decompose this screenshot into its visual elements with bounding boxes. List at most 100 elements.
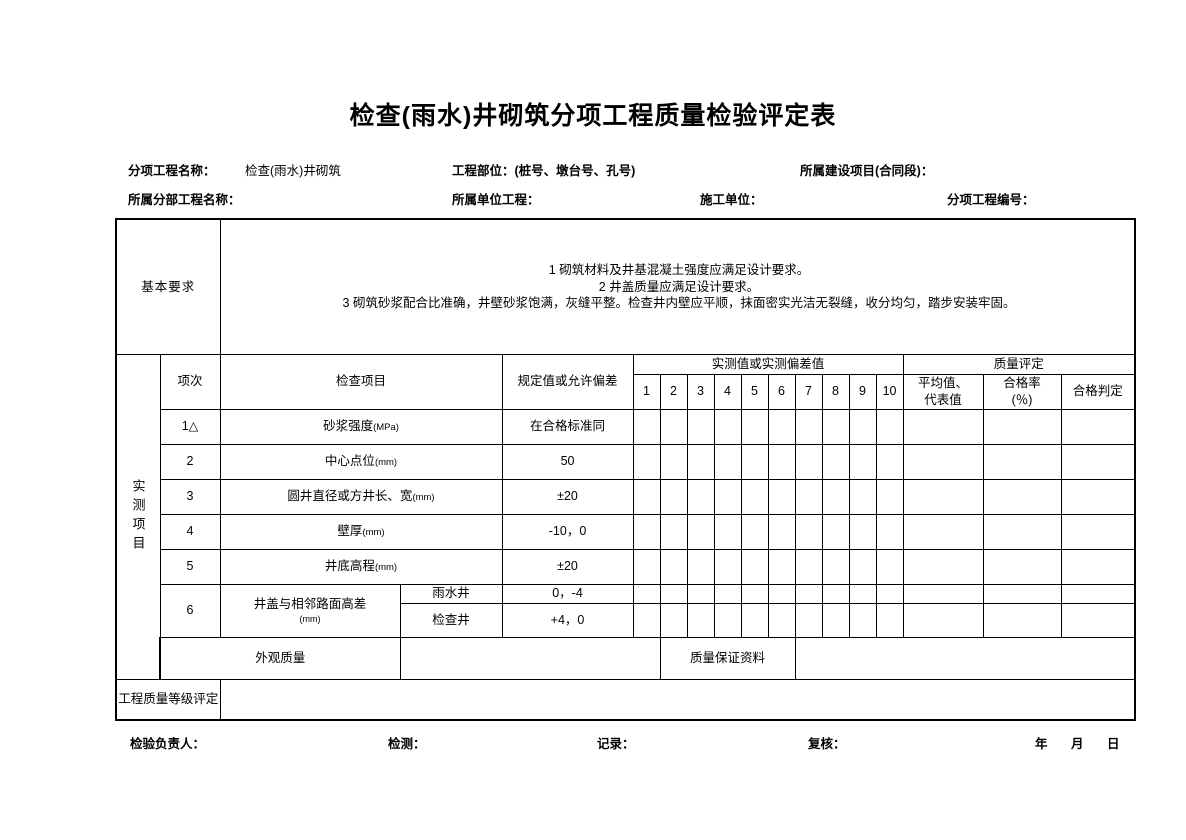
row-2-pass-rate[interactable] — [982, 443, 1062, 480]
quality-assurance-value[interactable] — [794, 637, 1137, 680]
row-6a-measure-7[interactable] — [794, 583, 823, 604]
row-6b-measure-1[interactable] — [632, 603, 661, 638]
row-5-measure-2[interactable] — [659, 548, 688, 585]
row-1-measure-6[interactable] — [767, 408, 796, 445]
row-5-measure-9[interactable] — [848, 548, 877, 585]
row-3-measure-9[interactable] — [848, 478, 877, 515]
row-5-pass-judgement[interactable] — [1060, 548, 1137, 585]
row-5-measure-3[interactable] — [686, 548, 715, 585]
row-6a-measure-10[interactable] — [875, 583, 904, 604]
row-4-measure-8[interactable] — [821, 513, 850, 550]
row-5-measure-4[interactable] — [713, 548, 742, 585]
row-3-measure-5[interactable] — [740, 478, 769, 515]
row-5-measure-1[interactable] — [632, 548, 661, 585]
row-6b-measure-9[interactable] — [848, 603, 877, 638]
row-2-average-value[interactable] — [902, 443, 984, 480]
row-1-pass-judgement[interactable] — [1060, 408, 1137, 445]
row-3-pass-judgement[interactable] — [1060, 478, 1137, 515]
row-4-pass-judgement[interactable] — [1060, 513, 1137, 550]
row-2-measure-6[interactable] — [767, 443, 796, 480]
row-1-measure-9[interactable] — [848, 408, 877, 445]
footer-tester-label[interactable]: 检测： — [388, 737, 426, 751]
row-4-measure-5[interactable] — [740, 513, 769, 550]
row-6b-pass-judgement[interactable] — [1060, 603, 1137, 638]
row-5-pass-rate[interactable] — [982, 548, 1062, 585]
appearance-quality-value[interactable] — [399, 637, 661, 680]
row-1-measure-5[interactable] — [740, 408, 769, 445]
row-5-measure-10[interactable] — [875, 548, 904, 585]
row-4-pass-rate[interactable] — [982, 513, 1062, 550]
row-6b-measure-10[interactable] — [875, 603, 904, 638]
footer-inspector-label[interactable]: 检验负责人： — [130, 737, 206, 751]
row-6b-measure-8[interactable] — [821, 603, 850, 638]
row-6a-measure-1[interactable] — [632, 583, 661, 604]
row-6a-measure-4[interactable] — [713, 583, 742, 604]
row-6a-average-value[interactable] — [902, 583, 984, 604]
row-3-measure-8[interactable] — [821, 478, 850, 515]
row-6a-pass-rate[interactable] — [982, 583, 1062, 604]
row-3-pass-rate[interactable] — [982, 478, 1062, 515]
row-2-measure-5[interactable] — [740, 443, 769, 480]
row-3-measure-10[interactable] — [875, 478, 904, 515]
row-1-measure-3[interactable] — [686, 408, 715, 445]
row-1-measure-1[interactable] — [632, 408, 661, 445]
row-4-measure-2[interactable] — [659, 513, 688, 550]
row-2-measure-8[interactable] — [821, 443, 850, 480]
row-3-measure-6[interactable] — [767, 478, 796, 515]
row-5-measure-7[interactable] — [794, 548, 823, 585]
row-5-measure-6[interactable] — [767, 548, 796, 585]
row-1-measure-7[interactable] — [794, 408, 823, 445]
row-3-measure-4[interactable] — [713, 478, 742, 515]
row-4-measure-3[interactable] — [686, 513, 715, 550]
row-6b-measure-5[interactable] — [740, 603, 769, 638]
row-6a-pass-judgement[interactable] — [1060, 583, 1137, 604]
row-3-measure-3[interactable] — [686, 478, 715, 515]
row-6b-measure-7[interactable] — [794, 603, 823, 638]
row-3-average-value[interactable] — [902, 478, 984, 515]
row-4-measure-7[interactable] — [794, 513, 823, 550]
row-5-measure-8[interactable] — [821, 548, 850, 585]
row-4-measure-1[interactable] — [632, 513, 661, 550]
row-1-measure-2[interactable] — [659, 408, 688, 445]
row-2-measure-7[interactable] — [794, 443, 823, 480]
row-6a-measure-3[interactable] — [686, 583, 715, 604]
grade-value[interactable] — [219, 679, 1137, 721]
value-subitem-project-name[interactable]: 检查(雨水)井砌筑 — [245, 164, 341, 178]
row-6a-measure-8[interactable] — [821, 583, 850, 604]
row-6a-measure-2[interactable] — [659, 583, 688, 604]
row-3-measure-1[interactable] — [632, 478, 661, 515]
row-6a-measure-6[interactable] — [767, 583, 796, 604]
row-3-measure-2[interactable] — [659, 478, 688, 515]
row-1-measure-4[interactable] — [713, 408, 742, 445]
footer-recorder-label[interactable]: 记录： — [597, 737, 635, 751]
row-6b-measure-3[interactable] — [686, 603, 715, 638]
footer-date[interactable]: 年 月 日 — [1035, 737, 1130, 751]
row-2-pass-judgement[interactable] — [1060, 443, 1137, 480]
footer-reviewer-label[interactable]: 复核： — [808, 737, 846, 751]
row-1-measure-8[interactable] — [821, 408, 850, 445]
row-6b-measure-4[interactable] — [713, 603, 742, 638]
row-6b-measure-2[interactable] — [659, 603, 688, 638]
row-6a-measure-9[interactable] — [848, 583, 877, 604]
row-4-average-value[interactable] — [902, 513, 984, 550]
row-1-measure-10[interactable] — [875, 408, 904, 445]
row-2-measure-10[interactable] — [875, 443, 904, 480]
row-2-measure-3[interactable] — [686, 443, 715, 480]
row-4-measure-4[interactable] — [713, 513, 742, 550]
row-2-measure-1[interactable] — [632, 443, 661, 480]
row-1-pass-rate[interactable] — [982, 408, 1062, 445]
row-6b-pass-rate[interactable] — [982, 603, 1062, 638]
row-6b-measure-6[interactable] — [767, 603, 796, 638]
row-1-average-value[interactable] — [902, 408, 984, 445]
row-4-measure-10[interactable] — [875, 513, 904, 550]
row-4-measure-6[interactable] — [767, 513, 796, 550]
row-3-measure-7[interactable] — [794, 478, 823, 515]
row-2-measure-9[interactable] — [848, 443, 877, 480]
row-6b-average-value[interactable] — [902, 603, 984, 638]
row-5-measure-5[interactable] — [740, 548, 769, 585]
row-2-measure-2[interactable] — [659, 443, 688, 480]
row-4-measure-9[interactable] — [848, 513, 877, 550]
row-5-average-value[interactable] — [902, 548, 984, 585]
row-2-measure-4[interactable] — [713, 443, 742, 480]
row-6a-measure-5[interactable] — [740, 583, 769, 604]
